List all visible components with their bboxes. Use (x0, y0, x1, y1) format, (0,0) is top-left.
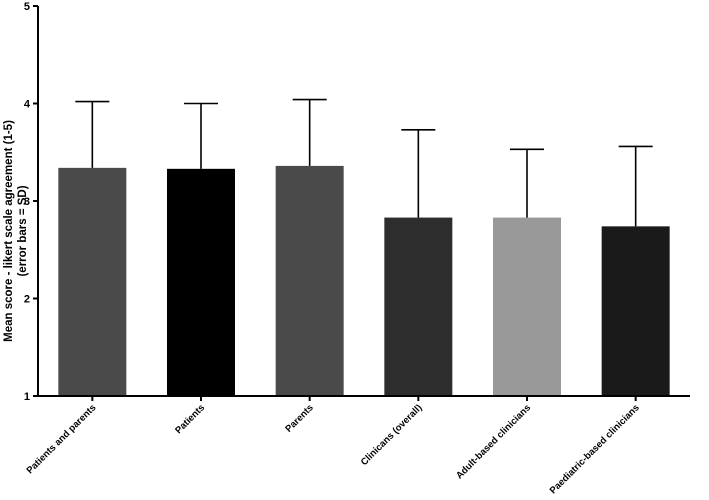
error-bar-6 (618, 145, 653, 227)
axes-group (37, 6, 690, 397)
y-tick-label-3: 3 (24, 196, 30, 208)
x-tick-label-2: Patients (173, 402, 207, 436)
error-bar-5 (510, 148, 544, 218)
bar-3 (275, 165, 344, 396)
y-axis-title-line-2: (error bars = SD) (17, 185, 29, 276)
bar-4 (384, 217, 453, 396)
y-axis-title-line-1: Mean score - likert scale agreement (1-5… (3, 120, 15, 342)
y-tick-label-2: 2 (24, 294, 30, 306)
x-labels-group: Patients and parents Patients Parents Clini… (25, 396, 642, 496)
y-tick-label-1: 1 (24, 391, 30, 403)
x-tick-label-4: Clinicans (overall) (359, 402, 425, 468)
error-bar-2 (184, 102, 218, 169)
bars-group (58, 165, 670, 396)
x-tick-label-6: Paediatric-based clinicians (548, 402, 642, 496)
y-tick-label-4: 4 (24, 99, 31, 111)
bar-5 (493, 217, 561, 396)
bar-6 (601, 226, 670, 396)
y-axis-title: Mean score - likert scale agreement (1-5… (3, 120, 29, 342)
bar-1 (58, 167, 127, 396)
y-ticks-group: 1 2 3 4 5 (24, 1, 38, 403)
x-tick-label-5: Adult-based clinicians (454, 402, 533, 481)
bar-2 (167, 168, 235, 396)
error-bar-3 (292, 98, 327, 166)
error-bars-group (75, 98, 653, 227)
error-bar-1 (75, 100, 110, 168)
error-bar-4 (401, 129, 436, 218)
x-tick-label-3: Parents (283, 402, 315, 434)
x-tick-label-1: Patients and parents (25, 402, 99, 476)
y-tick-label-5: 5 (24, 1, 30, 13)
